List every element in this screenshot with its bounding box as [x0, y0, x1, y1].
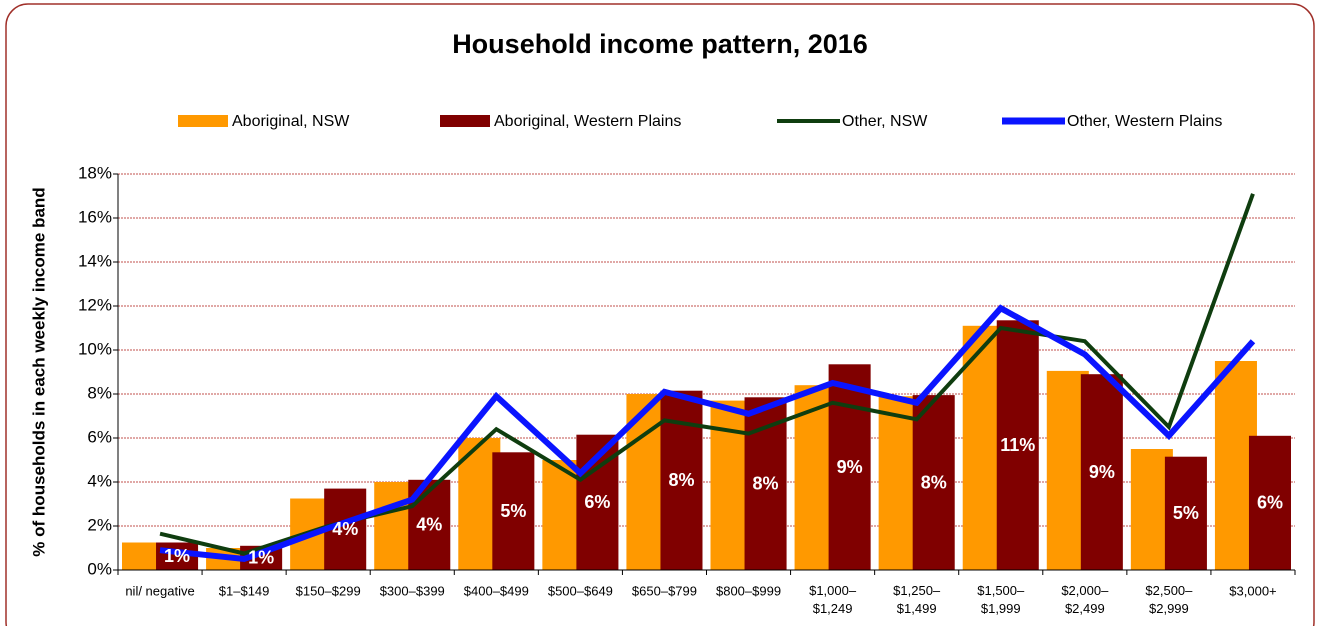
x-tick-label: $3,000+: [1229, 583, 1276, 598]
data-label: 6%: [1257, 493, 1283, 513]
data-label: 8%: [668, 470, 694, 490]
x-tick-label: $1,250– $1,499: [893, 583, 941, 616]
data-label: 6%: [584, 492, 610, 512]
bar: [1248, 435, 1291, 570]
x-tick-label: $650–$799: [632, 583, 697, 598]
data-label: 4%: [332, 519, 358, 539]
y-tick-label: 8%: [87, 383, 112, 402]
data-label: 1%: [164, 546, 190, 566]
x-tick-label: $1,500– $1,999: [977, 583, 1025, 616]
legend-swatch: [440, 115, 490, 127]
data-label: 8%: [921, 472, 947, 492]
legend-label: Other, Western Plains: [1067, 113, 1222, 130]
x-tick-label: $150–$299: [296, 583, 361, 598]
legend-label: Aboriginal, NSW: [232, 113, 350, 130]
y-tick-label: 16%: [78, 207, 112, 226]
x-tick-label: $400–$499: [464, 583, 529, 598]
x-tick-label: $2,000– $2,499: [1061, 583, 1109, 616]
data-label: 11%: [1000, 435, 1035, 455]
y-tick-label: 0%: [87, 559, 112, 578]
data-label: 5%: [500, 501, 526, 521]
x-tick-label: $300–$399: [380, 583, 445, 598]
chart-title: Household income pattern, 2016: [452, 29, 868, 59]
data-label: 1%: [248, 548, 274, 568]
y-tick-label: 4%: [87, 471, 112, 490]
bar: [996, 320, 1039, 570]
data-label: 9%: [1089, 462, 1115, 482]
y-tick-label: 14%: [78, 251, 112, 270]
legend-swatch: [178, 115, 228, 127]
y-axis-label: % of households in each weekly income ba…: [29, 187, 48, 556]
data-label: 9%: [837, 457, 863, 477]
x-tick-label: $800–$999: [716, 583, 781, 598]
y-tick-label: 6%: [87, 427, 112, 446]
y-tick-label: 2%: [87, 515, 112, 534]
x-tick-label: nil/ negative: [125, 583, 194, 598]
x-tick-label: $1,000– $1,249: [809, 583, 857, 616]
x-tick-label: $2,500– $2,999: [1145, 583, 1193, 616]
bar: [828, 364, 871, 570]
y-tick-label: 12%: [78, 295, 112, 314]
y-tick-label: 18%: [78, 163, 112, 182]
data-label: 4%: [416, 515, 442, 535]
data-label: 8%: [753, 473, 779, 493]
bar: [1080, 374, 1123, 570]
x-tick-label: $500–$649: [548, 583, 613, 598]
bar: [912, 395, 955, 570]
x-tick-label: $1–$149: [219, 583, 270, 598]
legend-label: Aboriginal, Western Plains: [494, 113, 681, 130]
bar: [492, 452, 535, 570]
bar: [1164, 456, 1207, 570]
y-tick-label: 10%: [78, 339, 112, 358]
legend-label: Other, NSW: [842, 113, 928, 130]
data-label: 5%: [1173, 503, 1199, 523]
line-series: [159, 304, 1256, 563]
